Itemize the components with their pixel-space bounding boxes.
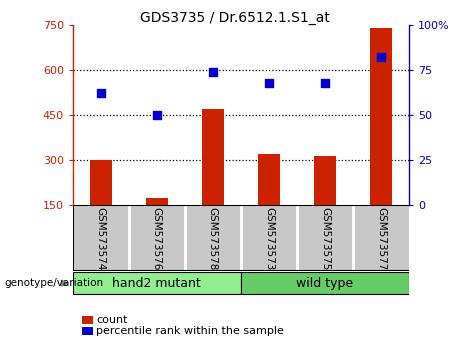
- Text: GDS3735 / Dr.6512.1.S1_at: GDS3735 / Dr.6512.1.S1_at: [140, 11, 330, 25]
- Text: GSM573575: GSM573575: [320, 207, 330, 271]
- Text: GSM573573: GSM573573: [264, 207, 274, 271]
- Text: genotype/variation: genotype/variation: [5, 278, 104, 288]
- Point: [153, 112, 161, 118]
- Bar: [202, 109, 224, 205]
- Bar: [90, 160, 112, 205]
- Text: hand2 mutant: hand2 mutant: [112, 277, 201, 290]
- Bar: [258, 154, 280, 205]
- Point: [377, 55, 384, 60]
- Point: [209, 69, 217, 75]
- Text: GSM573578: GSM573578: [208, 207, 218, 271]
- Text: count: count: [96, 315, 128, 325]
- Point: [97, 91, 105, 96]
- Bar: [241, 272, 409, 295]
- Bar: [73, 272, 241, 295]
- Point: [265, 80, 273, 85]
- Text: percentile rank within the sample: percentile rank within the sample: [96, 326, 284, 336]
- Bar: [146, 198, 168, 205]
- Text: GSM573574: GSM573574: [96, 207, 106, 271]
- Bar: [313, 156, 336, 205]
- Bar: [370, 28, 392, 205]
- Point: [321, 80, 329, 85]
- Text: GSM573576: GSM573576: [152, 207, 162, 271]
- Text: GSM573577: GSM573577: [376, 207, 386, 271]
- Text: wild type: wild type: [296, 277, 353, 290]
